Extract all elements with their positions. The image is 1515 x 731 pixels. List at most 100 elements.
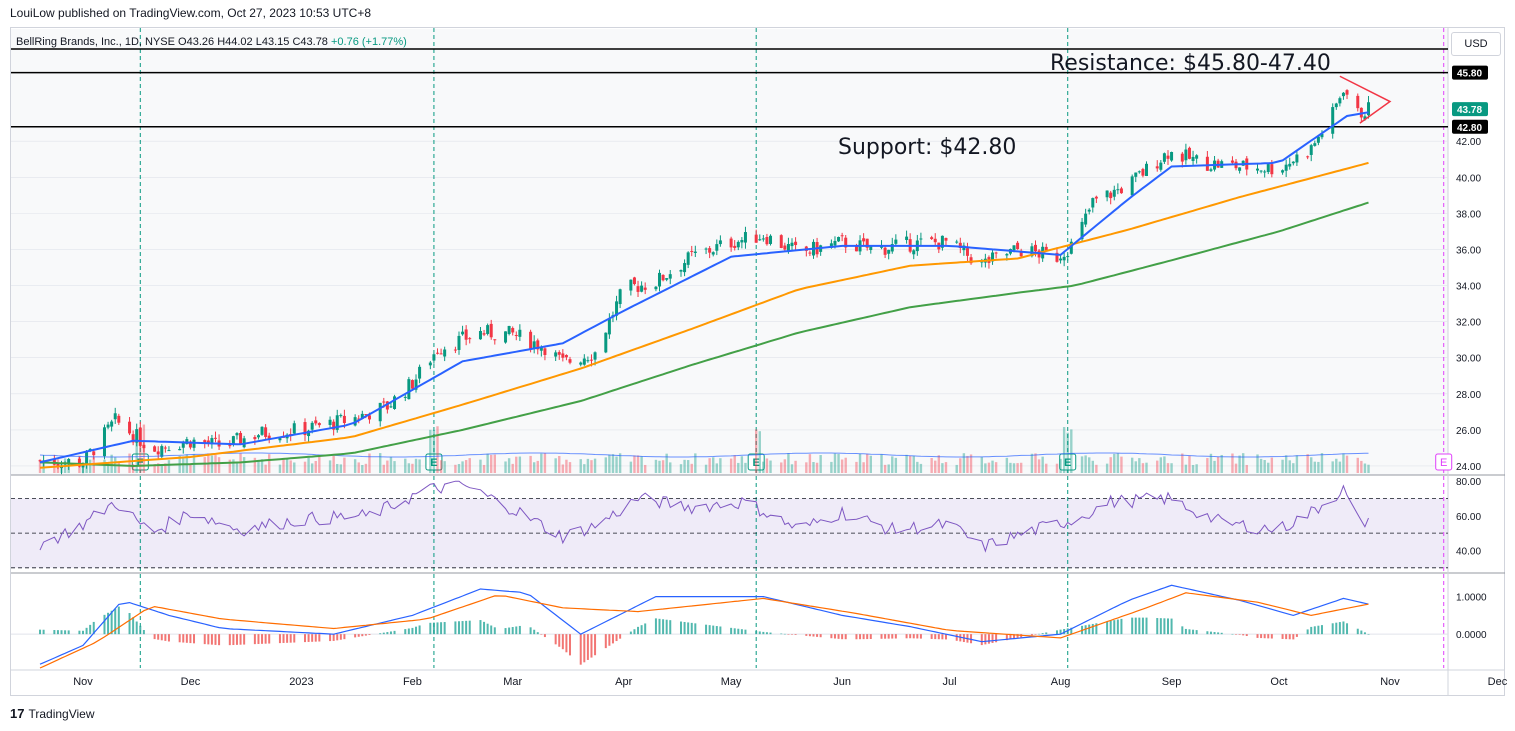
volume-bar [579, 459, 582, 473]
volume-bar [912, 455, 915, 473]
volume-bar [167, 460, 171, 473]
macd-histogram-bar [436, 622, 439, 635]
macd-histogram-bar [637, 626, 640, 635]
candle-body [1363, 116, 1367, 120]
volume-bar [654, 459, 658, 473]
candle-body [478, 330, 482, 340]
macd-histogram-bar [1363, 632, 1366, 635]
candle-body [880, 246, 884, 248]
macd-histogram-bar [82, 630, 84, 635]
macd-histogram-bar [110, 610, 113, 635]
macd-histogram-bar [440, 622, 443, 635]
volume-bar [1220, 454, 1223, 473]
macd-histogram-bar [339, 634, 342, 640]
candle-body [56, 463, 60, 466]
candle-body [679, 270, 683, 272]
resistance-price-tag [1452, 65, 1488, 80]
volume-bar [1184, 464, 1188, 473]
volume-bar [310, 463, 314, 473]
macd-histogram-bar [1288, 634, 1291, 640]
macd-histogram-bar [128, 613, 131, 635]
volume-bar [959, 458, 962, 473]
candle-body [1256, 168, 1260, 171]
macd-histogram-bar [934, 634, 937, 640]
macd-histogram-bar [1088, 624, 1091, 635]
candle-body [378, 402, 382, 422]
volume-bar [1116, 453, 1120, 473]
volume-bar [815, 462, 819, 473]
macd-histogram-bar [218, 634, 221, 646]
macd-histogram-bar [579, 634, 582, 665]
candle-body [436, 352, 440, 354]
candle-body [403, 396, 407, 398]
candle-body [740, 240, 744, 243]
volume-bar [468, 458, 471, 473]
candle-body [940, 235, 944, 248]
macd-histogram-bar [654, 618, 657, 635]
candle-body [267, 435, 271, 440]
macd-histogram-bar [765, 632, 768, 635]
volume-bar [1062, 427, 1066, 473]
volume-bar [368, 453, 371, 473]
volume-bar [661, 460, 665, 473]
volume-bar [590, 460, 593, 473]
candle-body [188, 441, 192, 448]
macd-histogram-bar [1338, 622, 1341, 635]
macd-histogram-bar [909, 634, 912, 639]
volume-bar [386, 460, 389, 473]
volume-ma-line [39, 452, 1369, 458]
candle-body [905, 236, 909, 240]
macd-histogram-bar [1342, 621, 1345, 635]
volume-bar [991, 460, 994, 473]
macd-histogram-bar [740, 629, 743, 635]
candle-body [862, 238, 866, 242]
volume-bar [719, 458, 722, 473]
macd-histogram-bar [135, 621, 138, 635]
rsi-line [39, 480, 1369, 553]
candle-body [883, 247, 887, 255]
time-axis-label: Dec [181, 676, 201, 688]
candle-body [1084, 213, 1088, 225]
macd-histogram-bar [719, 626, 722, 635]
volume-bar [733, 455, 736, 473]
macd-histogram-bar [791, 634, 794, 635]
macd-histogram-bar [1331, 623, 1334, 635]
candle-body [665, 278, 669, 280]
volume-bar [282, 458, 285, 473]
volume-bar [307, 457, 310, 473]
candle-body [636, 286, 640, 292]
candle-body [1180, 153, 1184, 162]
macd-histogram-bar [705, 624, 708, 635]
time-axis-label: Feb [403, 676, 422, 688]
macd-histogram-bar [117, 606, 120, 635]
macd-histogram-bar [991, 634, 994, 643]
currency-button[interactable]: USD [1451, 32, 1501, 56]
macd-histogram-bar [715, 626, 718, 635]
volume-bar [106, 462, 110, 473]
macd-histogram-bar [1367, 634, 1370, 635]
macd-histogram-bar [193, 634, 196, 644]
volume-bar [361, 464, 364, 473]
candle-body [743, 232, 747, 243]
macd-histogram-bar [282, 634, 285, 643]
volume-bar [783, 459, 787, 473]
chart-frame [10, 27, 1505, 696]
macd-histogram-bar [1360, 630, 1363, 635]
candle-body [1191, 156, 1195, 161]
volume-bar [1030, 453, 1034, 473]
macd-histogram-bar [404, 629, 407, 635]
symbol-name[interactable]: BellRing Brands, Inc., 1D, NYSE [16, 36, 175, 48]
tradingview-logo-icon: 17 [10, 706, 25, 721]
time-axis-label: Mar [503, 676, 522, 688]
volume-bar [1109, 457, 1112, 473]
volume-bar [1070, 429, 1073, 473]
volume-bar [930, 458, 933, 473]
volume-bar [1206, 458, 1209, 473]
macd-histogram-bar [429, 622, 432, 635]
macd-histogram-bar [1041, 633, 1044, 635]
volume-bar [389, 456, 393, 473]
volume-bar [586, 458, 590, 473]
candle-body [629, 279, 633, 291]
macd-histogram-bar [984, 634, 987, 645]
